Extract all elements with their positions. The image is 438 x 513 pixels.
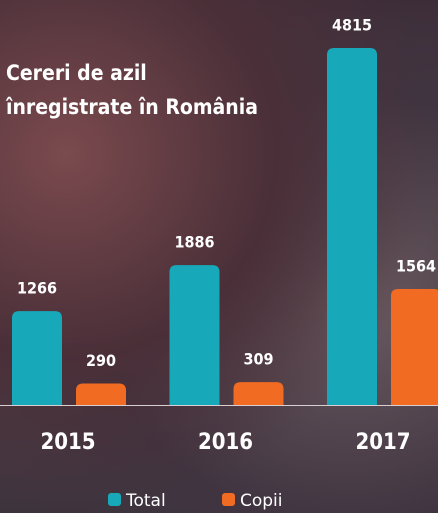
- value-label: 4815: [332, 16, 372, 35]
- legend-swatch: [108, 493, 121, 506]
- value-label: 1886: [174, 233, 214, 252]
- legend-label: Total: [125, 491, 166, 511]
- value-label: 1564: [396, 257, 436, 276]
- value-label: 290: [86, 351, 116, 370]
- value-label: 1266: [17, 279, 57, 298]
- bar: [391, 289, 438, 405]
- x-tick-label: 2017: [355, 430, 410, 455]
- value-label: 309: [243, 350, 273, 369]
- bar: [169, 265, 220, 405]
- x-tick-label: 2015: [40, 430, 95, 455]
- bar: [76, 383, 126, 405]
- chart-title: Cereri de azil înregistrate în România: [6, 61, 258, 119]
- bar: [12, 311, 62, 405]
- bar: [327, 48, 377, 405]
- x-tick-label: 2016: [198, 430, 253, 455]
- bar: [233, 382, 284, 405]
- legend-swatch: [222, 493, 235, 506]
- legend-label: Copii: [240, 491, 283, 511]
